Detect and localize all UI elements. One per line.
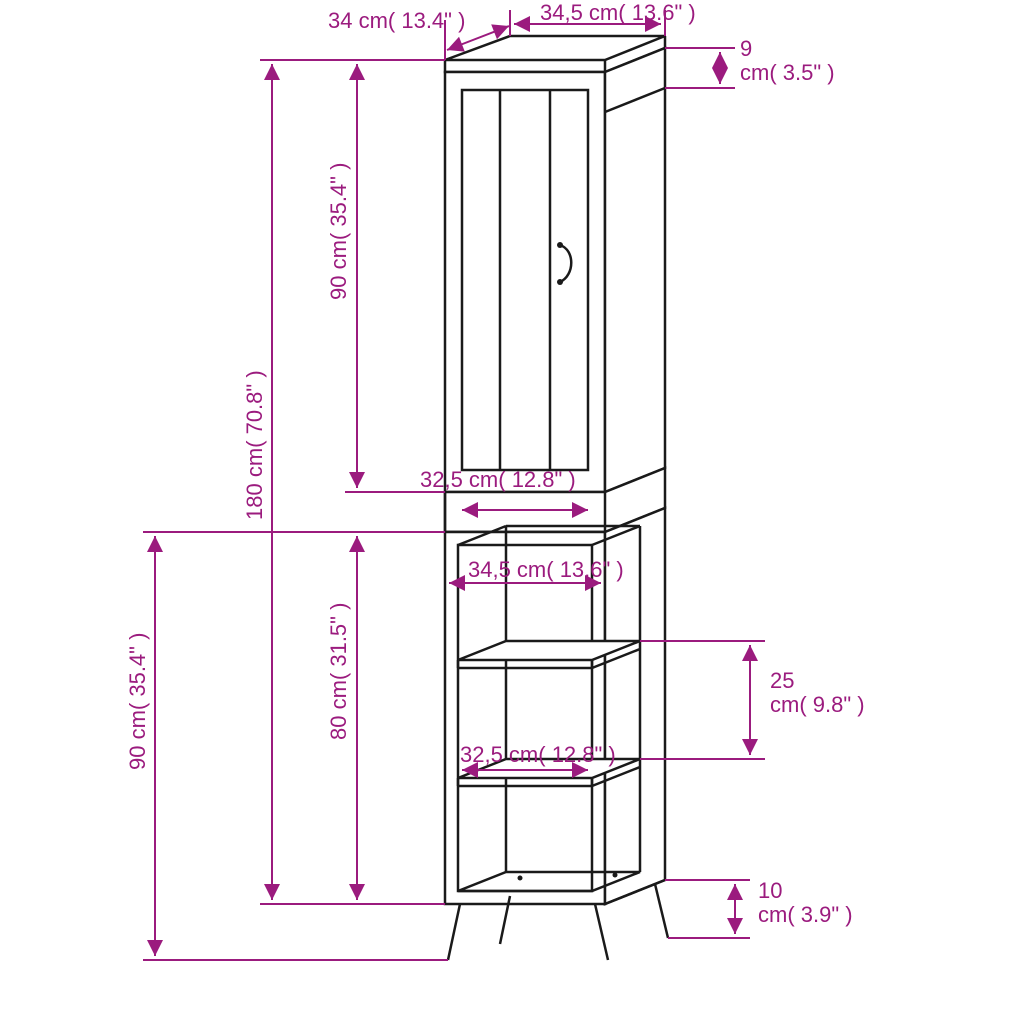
dim-width-top: 34,5 cm( 13.6" ) xyxy=(514,0,696,36)
label-top-trim-a: 9 xyxy=(740,36,752,61)
label-leg-a: 10 xyxy=(758,878,782,903)
label-shelf-h-a: 25 xyxy=(770,668,794,693)
dim-top-trim: 9 cm( 3.5" ) xyxy=(665,36,835,88)
label-mid-inner: 32,5 cm( 12.8" ) xyxy=(420,467,576,492)
dim-shelf-inner-width: 32,5 cm( 12.8" ) xyxy=(460,742,616,770)
dim-leg-height: 10 cm( 3.9" ) xyxy=(665,878,853,938)
dim-upper-height: 90 cm( 35.4" ) xyxy=(326,60,445,492)
dim-shelf-height: 25 cm( 9.8" ) xyxy=(640,641,865,759)
label-total-height: 180 cm( 70.8" ) xyxy=(242,370,267,520)
label-lower-inner: 80 cm( 31.5" ) xyxy=(326,603,351,740)
dim-lower-inner-height: 80 cm( 31.5" ) xyxy=(326,536,357,900)
cabinet-dimension-diagram: 34 cm( 13.4" ) 34,5 cm( 13.6" ) 9 cm( 3.… xyxy=(0,0,1024,1024)
dim-mid-outer-width: 34,5 cm( 13.6" ) xyxy=(449,557,624,583)
label-upper-height: 90 cm( 35.4" ) xyxy=(326,163,351,300)
label-shelf-inner: 32,5 cm( 12.8" ) xyxy=(460,742,616,767)
dim-depth: 34 cm( 13.4" ) xyxy=(328,8,510,60)
label-mid-outer: 34,5 cm( 13.6" ) xyxy=(468,557,624,582)
label-width-top: 34,5 cm( 13.6" ) xyxy=(540,0,696,25)
label-depth: 34 cm( 13.4" ) xyxy=(328,8,465,33)
label-top-trim-b: cm( 3.5" ) xyxy=(740,60,835,85)
label-leg-b: cm( 3.9" ) xyxy=(758,902,853,927)
cabinet-body xyxy=(445,36,668,960)
label-lower-outer: 90 cm( 35.4" ) xyxy=(125,633,150,770)
label-shelf-h-b: cm( 9.8" ) xyxy=(770,692,865,717)
dim-lower-outer-height: 90 cm( 35.4" ) xyxy=(125,532,448,960)
